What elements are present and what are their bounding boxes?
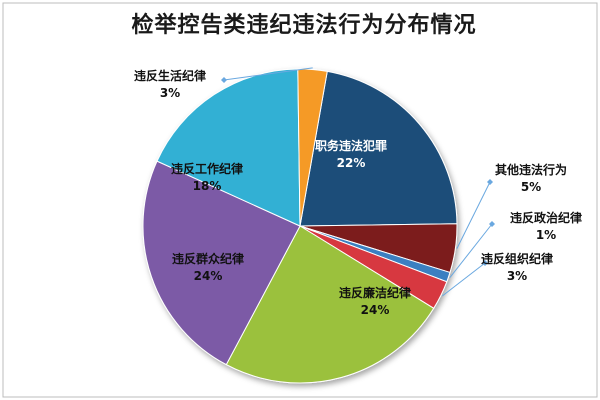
leader-line-违反组织纪律 <box>441 262 486 297</box>
leader-line-违反政治纪律 <box>449 223 493 278</box>
slice-percent-违反政治纪律: 1% <box>536 228 556 242</box>
slice-percent-违反群众纪律: 24% <box>194 269 223 283</box>
slice-label-违反工作纪律: 违反工作纪律 <box>171 161 243 176</box>
pie-slice-职务违法犯罪 <box>299 70 458 227</box>
leader-marker-其他违法行为 <box>487 179 493 185</box>
slice-label-违反组织纪律: 违反组织纪律 <box>481 251 553 266</box>
chart-title-area: 检举控告类违纪违法行为分布情况 <box>18 3 590 43</box>
pie-slice-违反工作纪律 <box>156 68 301 227</box>
slice-label-违反廉洁纪律: 违反廉洁纪律 <box>339 285 411 300</box>
slice-label-职务违法犯罪: 职务违法犯罪 <box>315 138 387 153</box>
pie-slice-违反廉洁纪律 <box>225 225 435 384</box>
pie-labels: 职务违法犯罪 22% 其他违法行为 5% 违反政治纪律 1% 违反组织纪律 3% 违反廉洁纪律 2… <box>134 67 582 317</box>
leader-marker-违反政治纪律 <box>489 221 495 227</box>
chart-title: 检举控告类违纪违法行为分布情况 <box>131 13 477 38</box>
slice-percent-违反组织纪律: 3% <box>507 269 527 283</box>
slice-percent-其他违法行为: 5% <box>521 180 541 194</box>
pie-slices <box>142 68 458 384</box>
slice-label-违反政治纪律: 违反政治纪律 <box>510 210 582 225</box>
slice-percent-职务违法犯罪: 22% <box>337 156 366 170</box>
leader-line-其他违法行为 <box>456 181 491 249</box>
leader-marker-违反生活纪律 <box>221 77 227 83</box>
slice-percent-违反廉洁纪律: 24% <box>361 303 390 317</box>
slice-label-其他违法行为: 其他违法行为 <box>495 162 567 177</box>
slice-label-违反群众纪律: 违反群众纪律 <box>172 251 244 266</box>
pie-slice-违反生活纪律 <box>297 68 328 227</box>
slice-percent-违反工作纪律: 18% <box>193 179 222 193</box>
leader-line-违反生活纪律 <box>223 67 313 81</box>
pie-slice-违反群众纪律 <box>142 160 301 366</box>
slice-label-违反生活纪律: 违反生活纪律 <box>134 68 206 83</box>
leader-marker-违反组织纪律 <box>482 260 488 266</box>
slice-percent-违反生活纪律: 3% <box>160 86 180 100</box>
